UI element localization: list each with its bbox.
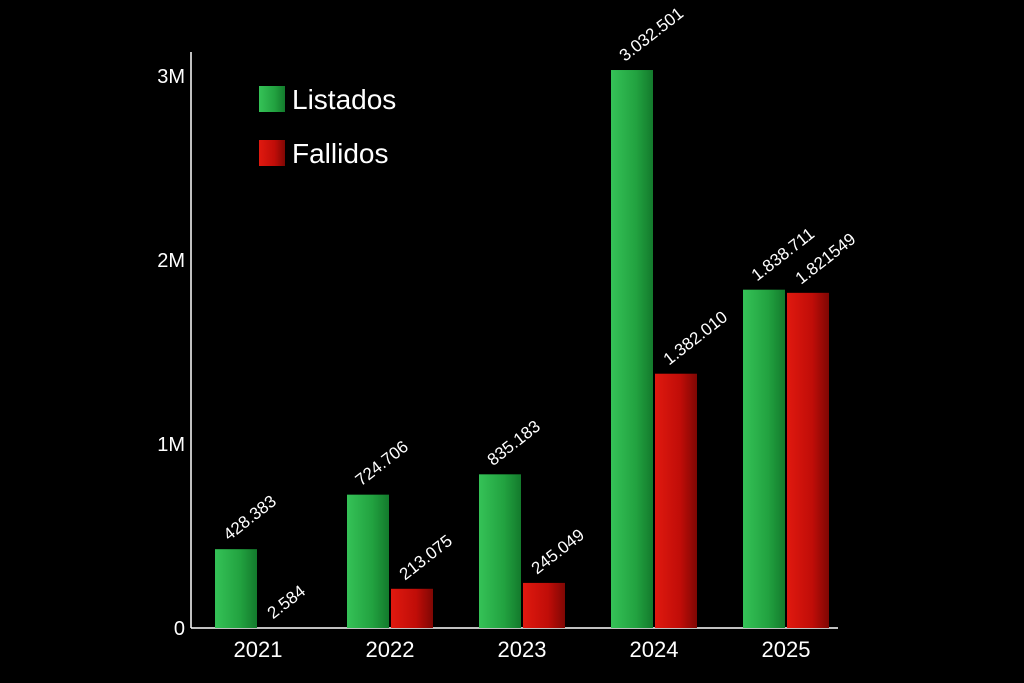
y-tick-label: 2M: [157, 250, 185, 272]
bar-listados: [743, 289, 785, 628]
y-tick-label: 0: [174, 618, 185, 640]
legend-label-fallidos: Fallidos: [292, 138, 388, 169]
data-label-listados: 428.383: [220, 492, 280, 545]
bar-fallidos: [523, 582, 565, 628]
x-tick-label: 2021: [234, 637, 283, 662]
bar-listados: [347, 494, 389, 628]
data-label-fallidos: 2.584: [264, 582, 309, 623]
x-tick-label: 2023: [498, 637, 547, 662]
data-label-fallidos: 213.075: [396, 531, 456, 584]
x-tick-label: 2025: [762, 637, 811, 662]
bar-fallidos: [655, 373, 697, 628]
legend-swatch-fallidos: [259, 140, 285, 166]
bar-listados: [215, 549, 257, 628]
bar-listados: [479, 474, 521, 628]
data-label-listados: 3.032.501: [616, 4, 687, 66]
bar-fallidos: [787, 292, 829, 628]
legend-swatch-listados: [259, 86, 285, 112]
legend-label-listados: Listados: [292, 84, 396, 115]
y-tick-label: 3M: [157, 66, 185, 88]
bar-listados: [611, 70, 653, 628]
x-tick-label: 2024: [630, 637, 679, 662]
data-label-fallidos: 1.382.010: [660, 307, 731, 369]
x-tick-label: 2022: [366, 637, 415, 662]
legend: Listados Fallidos: [259, 84, 396, 169]
data-label-listados: 724.706: [352, 437, 412, 490]
y-tick-label: 1M: [157, 434, 185, 456]
bar-fallidos: [391, 588, 433, 628]
data-label-fallidos: 245.049: [528, 525, 588, 578]
data-label-listados: 835.183: [484, 417, 544, 470]
